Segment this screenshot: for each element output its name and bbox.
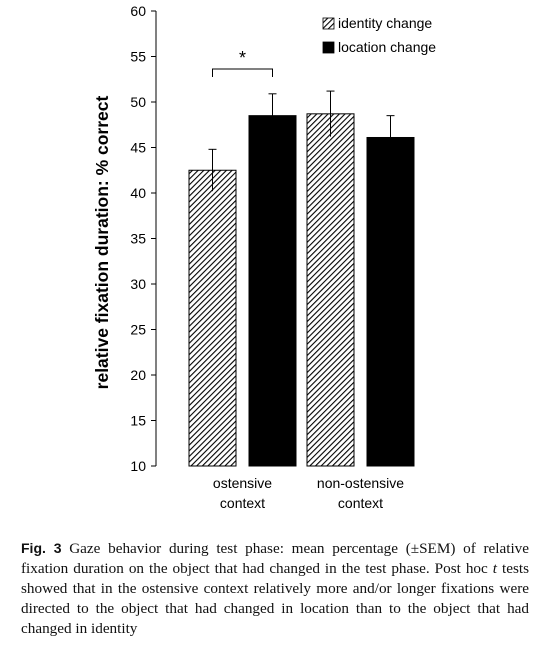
y-tick-label: 20 xyxy=(130,367,146,383)
legend-swatch xyxy=(322,17,335,30)
bar xyxy=(188,169,237,467)
y-tick-label: 40 xyxy=(130,185,146,201)
y-tick-label: 25 xyxy=(130,322,146,338)
y-tick-label: 10 xyxy=(130,458,146,474)
x-category-label: ostensive xyxy=(213,475,272,491)
y-axis-label: relative fixation duration: % correct xyxy=(92,95,112,389)
legend-label: identity change xyxy=(338,15,432,31)
x-category-label: non-ostensive xyxy=(317,475,404,491)
y-tick-label: 45 xyxy=(130,140,146,156)
y-tick-label: 60 xyxy=(130,3,146,19)
bar xyxy=(248,115,297,467)
x-category-label: context xyxy=(338,495,383,511)
bar xyxy=(366,136,415,467)
y-tick-label: 30 xyxy=(130,276,146,292)
y-tick-label: 50 xyxy=(130,94,146,110)
legend-swatch xyxy=(322,41,335,54)
caption-label: Fig. 3 xyxy=(21,540,62,556)
y-tick-label: 15 xyxy=(130,413,146,429)
legend-label: location change xyxy=(338,39,436,55)
significance-bracket xyxy=(212,68,273,77)
significance-marker: * xyxy=(239,48,246,68)
caption-italic: t xyxy=(492,560,497,577)
figure-caption: Fig. 3 Gaze behavior during test phase: … xyxy=(21,538,529,639)
bar xyxy=(306,113,355,467)
caption-text-2: tests showed that in the ostensive conte… xyxy=(21,560,529,637)
x-category-label: context xyxy=(220,495,265,511)
bar-chart: 10 15 20 25 30 35 40 45 50 55 60 relative fixation … xyxy=(92,3,436,511)
caption-text-1: Gaze behavior during test phase: mean pe… xyxy=(21,540,530,577)
y-tick-label: 35 xyxy=(130,231,146,247)
y-tick-label: 55 xyxy=(130,49,146,65)
